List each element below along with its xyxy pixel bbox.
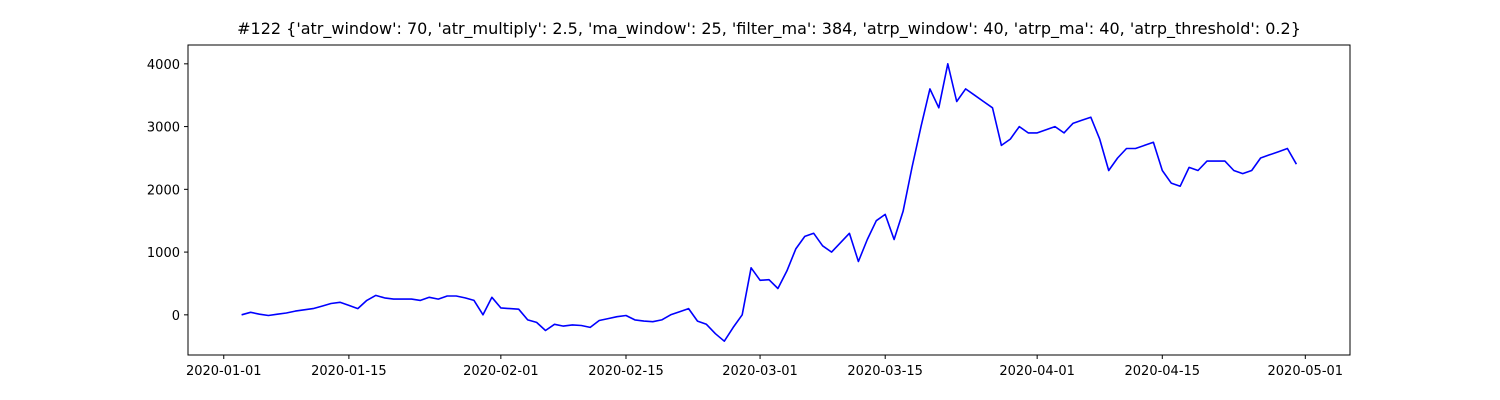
y-tick-label: 2000 (147, 183, 180, 198)
x-tick-label: 2020-04-15 (1125, 364, 1201, 379)
y-tick-label: 3000 (147, 121, 180, 136)
x-tick-label: 2020-02-15 (588, 364, 664, 379)
x-tick-label: 2020-03-15 (847, 364, 923, 379)
x-tick-label: 2020-01-01 (186, 364, 262, 379)
x-tick-label: 2020-01-15 (311, 364, 387, 379)
y-tick-label: 4000 (147, 58, 180, 73)
x-tick-label: 2020-02-01 (463, 364, 539, 379)
x-tick-label: 2020-05-01 (1268, 364, 1344, 379)
y-tick-label: 0 (172, 309, 180, 324)
x-tick-label: 2020-04-01 (999, 364, 1075, 379)
line-series (241, 63, 1298, 342)
chart-title: #122 {'atr_window': 70, 'atr_multiply': … (237, 19, 1301, 39)
y-tick-label: 1000 (147, 246, 180, 261)
plot-frame (187, 44, 1351, 356)
x-tick-label: 2020-03-01 (722, 364, 798, 379)
